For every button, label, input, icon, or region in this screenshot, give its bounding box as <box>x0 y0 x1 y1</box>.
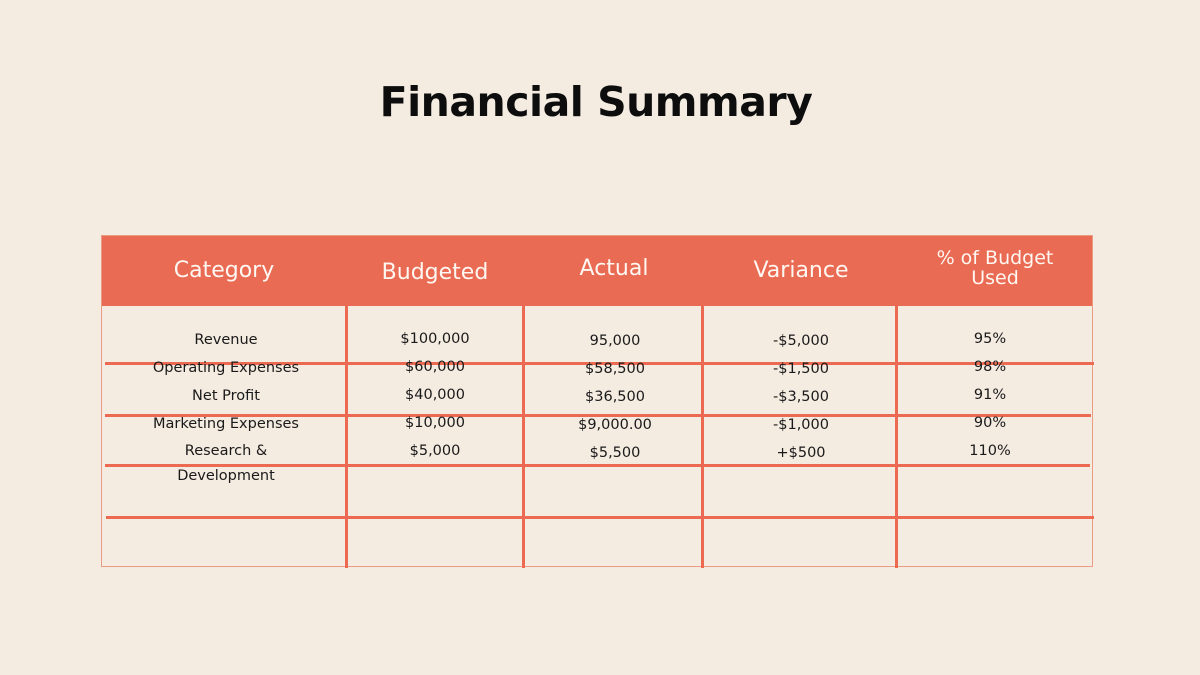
table-cell-category-line1: Research & <box>184 443 268 459</box>
table-cell-variance: -$3,500 <box>773 389 829 405</box>
header-category: Category <box>173 258 275 283</box>
row-divider <box>105 362 1094 365</box>
table-cell-pct-used: 98% <box>973 359 1007 375</box>
table-cell-variance: +$500 <box>776 445 826 461</box>
column-divider <box>701 306 704 568</box>
column-divider <box>895 306 898 568</box>
financial-summary-table: Category Budgeted Actual Variance % of B… <box>101 235 1094 568</box>
table-cell-pct-used: 91% <box>973 387 1007 403</box>
header-variance: Variance <box>753 258 849 283</box>
row-divider <box>105 464 1090 467</box>
column-divider <box>522 306 525 568</box>
table-header: Category Budgeted Actual Variance % of B… <box>102 236 1092 306</box>
table-cell-variance: -$1,000 <box>773 417 829 433</box>
table-cell-category: Operating Expenses <box>152 360 300 376</box>
table-cell-pct-used: 95% <box>973 331 1007 347</box>
header-actual: Actual <box>579 255 649 281</box>
page-title: Financial Summary <box>379 78 813 126</box>
table-cell-variance: -$5,000 <box>773 333 829 349</box>
table-cell-actual: $58,500 <box>585 361 645 377</box>
table-cell-actual: $5,500 <box>589 445 641 461</box>
table-cell-category: Revenue <box>194 332 258 348</box>
header-pct-used-line1: % of Budget <box>936 247 1054 269</box>
table-cell-category-line2: Development <box>177 468 275 484</box>
table-cell-category: Net Profit <box>192 388 260 404</box>
table-cell-budgeted: $40,000 <box>405 387 465 403</box>
table-cell-budgeted: $100,000 <box>400 331 470 347</box>
table-cell-variance: -$1,500 <box>773 361 829 377</box>
table-cell-category: Marketing Expenses <box>153 416 299 432</box>
table-cell-actual: 95,000 <box>589 333 641 349</box>
table-cell-pct-used: 110% <box>969 443 1011 459</box>
table-cell-pct-used: 90% <box>973 415 1007 431</box>
row-divider <box>105 414 1091 417</box>
table-cell-budgeted: $60,000 <box>405 359 465 375</box>
column-divider <box>345 306 348 568</box>
table-cell-budgeted: $10,000 <box>405 415 465 431</box>
table-cell-category: Research & Development <box>102 439 350 489</box>
header-pct-used: % of Budget Used <box>898 236 1092 306</box>
table-cell-budgeted: $5,000 <box>409 443 461 459</box>
table-cell-actual: $9,000.00 <box>578 417 652 433</box>
header-budgeted: Budgeted <box>381 260 489 285</box>
table-cell-actual: $36,500 <box>585 389 645 405</box>
header-pct-used-line2: Used <box>971 267 1019 289</box>
row-divider <box>106 516 1094 519</box>
